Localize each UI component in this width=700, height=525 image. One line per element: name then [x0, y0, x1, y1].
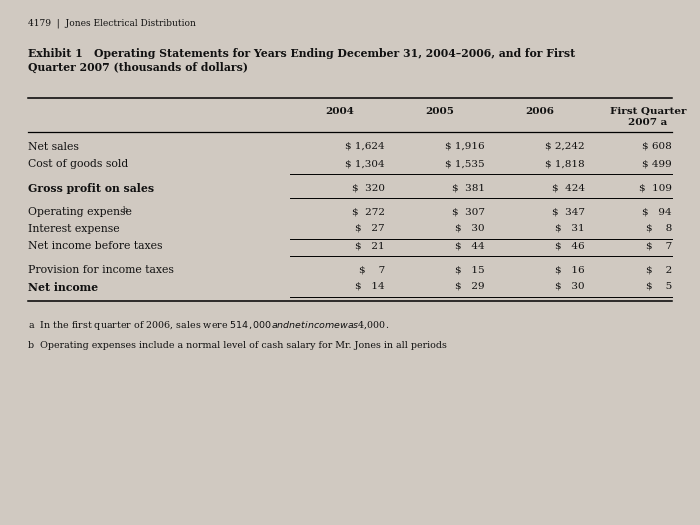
Text: 2004: 2004 — [326, 107, 354, 116]
Text: b  Operating expenses include a normal level of cash salary for Mr. Jones in all: b Operating expenses include a normal le… — [28, 341, 447, 350]
Text: Quarter 2007 (thousands of dollars): Quarter 2007 (thousands of dollars) — [28, 62, 248, 73]
Text: $   16: $ 16 — [555, 265, 585, 274]
Text: Gross profit on sales: Gross profit on sales — [28, 183, 154, 194]
Text: 2005: 2005 — [426, 107, 454, 116]
Text: b: b — [123, 206, 128, 214]
Text: $   21: $ 21 — [356, 241, 385, 250]
Text: $  320: $ 320 — [352, 183, 385, 192]
Text: Net income before taxes: Net income before taxes — [28, 241, 162, 251]
Text: $   30: $ 30 — [555, 282, 585, 291]
Text: Net income: Net income — [28, 282, 98, 293]
Text: $    5: $ 5 — [645, 282, 672, 291]
Text: $ 1,304: $ 1,304 — [345, 159, 385, 168]
Text: $  381: $ 381 — [452, 183, 485, 192]
Text: $   31: $ 31 — [555, 224, 585, 233]
Text: $   44: $ 44 — [456, 241, 485, 250]
Text: $    7: $ 7 — [358, 265, 385, 274]
Text: $ 2,242: $ 2,242 — [545, 142, 585, 151]
Text: $ 608: $ 608 — [643, 142, 672, 151]
Text: $    2: $ 2 — [645, 265, 672, 274]
Text: $  109: $ 109 — [639, 183, 672, 192]
Text: $   27: $ 27 — [356, 224, 385, 233]
Text: 2007 a: 2007 a — [629, 118, 668, 127]
Text: $    8: $ 8 — [645, 224, 672, 233]
Text: First Quarter: First Quarter — [610, 107, 686, 116]
Text: $ 1,818: $ 1,818 — [545, 159, 585, 168]
Text: $   30: $ 30 — [456, 224, 485, 233]
Text: $   46: $ 46 — [555, 241, 585, 250]
Text: $ 1,535: $ 1,535 — [445, 159, 485, 168]
Text: $   15: $ 15 — [456, 265, 485, 274]
Text: $   29: $ 29 — [456, 282, 485, 291]
Text: Provision for income taxes: Provision for income taxes — [28, 265, 174, 275]
Text: $    7: $ 7 — [645, 241, 672, 250]
Text: 2006: 2006 — [526, 107, 554, 116]
Text: a  In the first quarter of 2006, sales were $514,000 and net income was $4,000.: a In the first quarter of 2006, sales we… — [28, 319, 389, 332]
Text: 4179  |  Jones Electrical Distribution: 4179 | Jones Electrical Distribution — [28, 18, 196, 27]
Text: $ 499: $ 499 — [643, 159, 672, 168]
Text: $  424: $ 424 — [552, 183, 585, 192]
Text: Net sales: Net sales — [28, 142, 79, 152]
Text: $  272: $ 272 — [352, 207, 385, 216]
Text: Operating expense: Operating expense — [28, 207, 132, 217]
Text: $   14: $ 14 — [356, 282, 385, 291]
Text: $   94: $ 94 — [643, 207, 672, 216]
Text: $  307: $ 307 — [452, 207, 485, 216]
Text: $  347: $ 347 — [552, 207, 585, 216]
Text: Cost of goods sold: Cost of goods sold — [28, 159, 128, 169]
Text: $ 1,624: $ 1,624 — [345, 142, 385, 151]
Text: Exhibit 1   Operating Statements for Years Ending December 31, 2004–2006, and fo: Exhibit 1 Operating Statements for Years… — [28, 48, 575, 59]
Text: Interest expense: Interest expense — [28, 224, 120, 234]
Text: $ 1,916: $ 1,916 — [445, 142, 485, 151]
